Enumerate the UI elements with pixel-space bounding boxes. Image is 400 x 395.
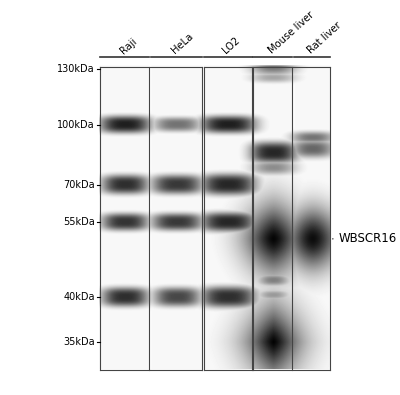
Text: WBSCR16: WBSCR16 [333,232,397,245]
Text: Rat liver: Rat liver [306,20,343,56]
Text: HeLa: HeLa [170,31,195,56]
Text: 35kDa: 35kDa [63,337,95,347]
Text: LO2: LO2 [221,35,242,56]
Text: Mouse liver: Mouse liver [266,10,316,56]
Text: 70kDa: 70kDa [63,180,95,190]
Text: 55kDa: 55kDa [63,217,95,227]
Text: Raji: Raji [118,36,138,56]
Text: 130kDa: 130kDa [57,64,95,74]
Text: 100kDa: 100kDa [57,120,95,130]
Text: 40kDa: 40kDa [63,292,95,302]
